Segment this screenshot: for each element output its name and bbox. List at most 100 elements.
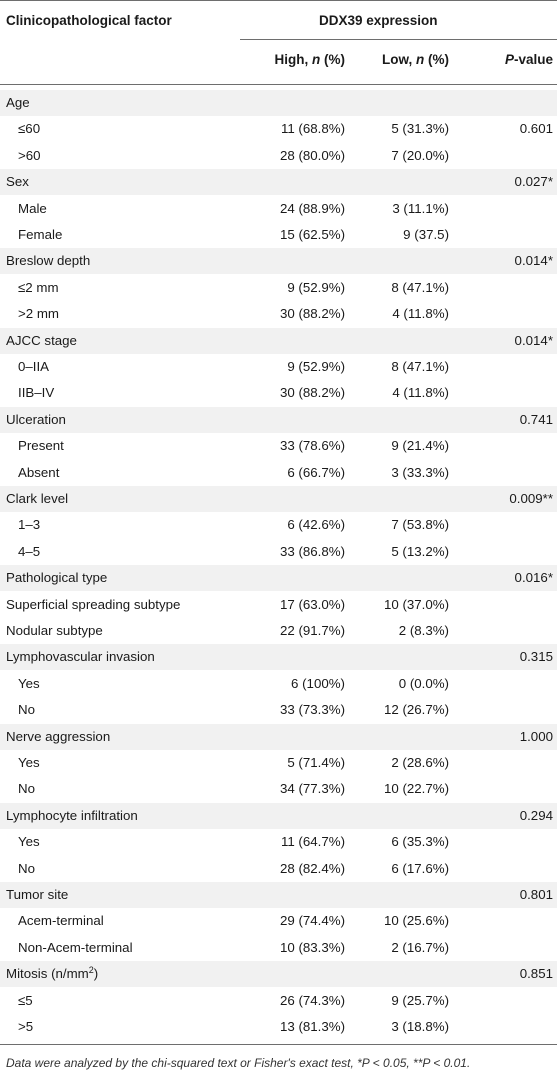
factor-cell: 0–IIA xyxy=(18,359,50,374)
table-row: >60 28 (80.0%) 7 (20.0%) xyxy=(0,143,557,169)
p-value-cell: 0.741 xyxy=(519,411,553,427)
factor-cell: Pathological type xyxy=(6,570,108,586)
p-value-cell: 0.027* xyxy=(514,174,553,190)
table-row: Male 24 (88.9%) 3 (11.1%) xyxy=(0,196,557,222)
table-row: Female 15 (62.5%) 9 (37.5) xyxy=(0,222,557,248)
high-cell: 13 (81.3%) xyxy=(279,1019,345,1034)
factor-cell: Acem-terminal xyxy=(18,913,104,929)
factor-cell: Ulceration xyxy=(6,411,66,427)
low-cell: 7 (20.0%) xyxy=(391,147,449,163)
low-cell: 3 (33.3%) xyxy=(391,464,449,480)
high-cell: 22 (91.7%) xyxy=(279,623,345,638)
factor-cell: Yes xyxy=(18,755,40,770)
p-value-cell: 0.601 xyxy=(519,121,553,137)
factor-cell: Nodular subtype xyxy=(6,623,103,638)
p-value-cell: 0.016* xyxy=(514,570,553,586)
factor-cell: No xyxy=(18,860,35,876)
p-value-cell: 0.014* xyxy=(514,332,553,348)
low-cell: 0 (0.0%) xyxy=(398,675,449,691)
low-cell: 9 (37.5) xyxy=(403,227,449,242)
table-row: Nodular subtype 22 (91.7%) 2 (8.3%) xyxy=(0,618,557,644)
high-cell: 10 (83.3%) xyxy=(279,939,345,955)
low-cell: 2 (16.7%) xyxy=(391,939,449,955)
factor-cell: Yes xyxy=(18,834,40,850)
table-row: Present 33 (78.6%) 9 (21.4%) xyxy=(0,433,557,459)
table-row: Breslow depth 0.014* xyxy=(0,248,557,275)
high-cell: 24 (88.9%) xyxy=(279,200,345,216)
high-cell: 28 (80.0%) xyxy=(279,147,345,163)
table-row: Lymphocyte infiltration 0.294 xyxy=(0,802,557,829)
header-rule xyxy=(0,84,557,85)
low-cell: 9 (25.7%) xyxy=(391,992,449,1008)
factor-cell: Absent xyxy=(18,464,60,480)
p-value-column-header: P-value xyxy=(504,52,553,67)
factor-cell: 1–3 xyxy=(18,517,41,533)
p-value-cell: 0.851 xyxy=(519,966,553,982)
p-value-cell: 0.014* xyxy=(514,253,553,269)
table-row: No 34 (77.3%) 10 (22.7%) xyxy=(0,776,557,802)
table-row: 4–5 33 (86.8%) 5 (13.2%) xyxy=(0,539,557,565)
p-value-cell: 0.315 xyxy=(519,649,553,665)
table-row: Yes 5 (71.4%) 2 (28.6%) xyxy=(0,750,557,776)
table-row: ≤5 26 (74.3%) 9 (25.7%) xyxy=(0,988,557,1014)
low-cell: 10 (37.0%) xyxy=(383,596,449,612)
table-row: IIB–IV 30 (88.2%) 4 (11.8%) xyxy=(0,380,557,406)
high-cell: 9 (52.9%) xyxy=(287,279,345,295)
factor-cell: Yes xyxy=(18,675,40,691)
low-cell: 5 (31.3%) xyxy=(391,121,449,137)
low-cell: 3 (18.8%) xyxy=(391,1019,449,1034)
low-cell: 8 (47.1%) xyxy=(391,279,449,295)
table-row: Non-Acem-terminal 10 (83.3%) 2 (16.7%) xyxy=(0,935,557,961)
table-row: No 33 (73.3%) 12 (26.7%) xyxy=(0,697,557,723)
low-cell: 2 (28.6%) xyxy=(391,755,449,770)
table-row: Absent 6 (66.7%) 3 (33.3%) xyxy=(0,460,557,486)
factor-cell: Lymphocyte infiltration xyxy=(6,807,138,823)
high-cell: 6 (42.6%) xyxy=(287,517,345,533)
table-row: Lymphovascular invasion 0.315 xyxy=(0,644,557,671)
high-cell: 6 (66.7%) xyxy=(287,464,345,480)
high-cell: 29 (74.4%) xyxy=(279,913,345,929)
p-value-cell: 0.009** xyxy=(509,491,553,506)
high-cell: 9 (52.9%) xyxy=(287,359,345,374)
low-cell: 4 (11.8%) xyxy=(392,385,449,401)
factor-cell: No xyxy=(18,702,35,718)
factor-cell: Tumor site xyxy=(6,887,69,902)
high-column-header: High, n (%) xyxy=(274,52,346,67)
high-cell: 26 (74.3%) xyxy=(279,992,345,1008)
factor-cell: IIB–IV xyxy=(18,385,55,401)
high-cell: 30 (88.2%) xyxy=(279,306,345,322)
factor-cell: ≤2 mm xyxy=(18,279,59,295)
factor-cell: Superficial spreading subtype xyxy=(6,596,181,612)
low-cell: 6 (35.3%) xyxy=(391,834,449,850)
low-column-header: Low, n (%) xyxy=(382,52,449,67)
factor-cell: >2 mm xyxy=(18,306,60,322)
factor-cell: ≤5 xyxy=(18,992,33,1008)
high-cell: 30 (88.2%) xyxy=(279,385,345,401)
factor-cell: AJCC stage xyxy=(6,332,77,348)
low-cell: 10 (22.7%) xyxy=(383,781,449,797)
high-cell: 6 (100%) xyxy=(291,675,345,691)
table-row: Age xyxy=(0,90,557,116)
low-cell: 12 (26.7%) xyxy=(383,702,449,718)
table-row: Nerve aggression 1.000 xyxy=(0,723,557,750)
high-cell: 33 (78.6%) xyxy=(279,438,345,454)
low-cell: 4 (11.8%) xyxy=(392,306,449,322)
table-row: ≤2 mm 9 (52.9%) 8 (47.1%) xyxy=(0,275,557,301)
factor-cell: Age xyxy=(6,95,30,110)
factor-cell: Non-Acem-terminal xyxy=(18,939,133,955)
table-row: Sex 0.027* xyxy=(0,169,557,196)
table-row: >5 13 (81.3%) 3 (18.8%) xyxy=(0,1014,557,1040)
table-row: 1–3 6 (42.6%) 7 (53.8%) xyxy=(0,512,557,538)
factor-cell: Breslow depth xyxy=(6,253,91,269)
high-cell: 28 (82.4%) xyxy=(279,860,345,876)
high-cell: 33 (86.8%) xyxy=(279,543,345,559)
table-footnote: Data were analyzed by the chi-squared te… xyxy=(6,1056,471,1070)
low-cell: 10 (25.6%) xyxy=(383,913,449,929)
low-cell: 3 (11.1%) xyxy=(392,200,449,216)
factor-cell: ≤60 xyxy=(18,121,41,137)
table-row: No 28 (82.4%) 6 (17.6%) xyxy=(0,856,557,882)
factor-cell: Sex xyxy=(6,174,29,190)
factor-cell: 4–5 xyxy=(18,543,41,559)
factor-cell: Lymphovascular invasion xyxy=(6,649,155,665)
